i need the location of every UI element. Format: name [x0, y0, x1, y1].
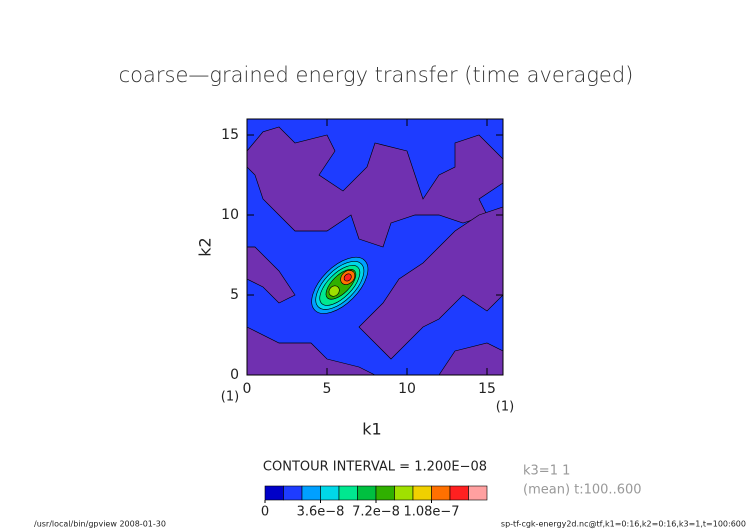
contour-region	[328, 285, 340, 297]
colorbar-box	[394, 485, 414, 501]
colorbar-box	[431, 485, 451, 501]
colorbar-box	[264, 485, 284, 501]
colorbar-box	[338, 485, 358, 501]
colorbar-tick-label: 0	[261, 505, 269, 520]
contour-interval: CONTOUR INTERVAL = 1.200E−08	[263, 460, 487, 475]
x-axis-label: k1	[362, 420, 381, 439]
x-tick-label: 10	[398, 381, 416, 397]
y-tick-label: 10	[221, 207, 239, 223]
note: (mean) t:100..600	[523, 483, 642, 498]
colorbar-box	[412, 485, 432, 501]
corner-label: (1)	[496, 400, 514, 415]
x-tick-label: 0	[243, 381, 252, 397]
contour-field	[246, 119, 504, 376]
colorbar-tick-label: 1.08e−7	[403, 505, 459, 520]
contour-region	[343, 273, 352, 282]
colorbar-tick-label: 3.6e−8	[297, 505, 345, 520]
colorbar-tick-label: 7.2e−8	[352, 505, 400, 520]
colorbar-box	[301, 485, 321, 501]
note: k3=1 1	[523, 464, 570, 479]
colorbar-box	[283, 485, 303, 501]
y-axis-label: k2	[196, 237, 215, 256]
y-tick-label: 0	[230, 367, 239, 383]
negative-regions	[246, 126, 504, 376]
x-tick-label: 15	[478, 381, 496, 397]
chart-title: coarse—grained energy transfer (time ave…	[119, 63, 634, 87]
colorbar-box	[357, 485, 377, 501]
footer-right: sp-tf-cgk-energy2d.nc@tf,k1=0:16,k2=0:16…	[501, 520, 746, 529]
footer-left: /usr/local/bin/gpview 2008-01-30	[34, 520, 166, 529]
plot-frame	[246, 118, 504, 376]
corner-label: (1)	[221, 390, 239, 405]
x-tick-label: 5	[323, 381, 332, 397]
colorbar-box	[375, 485, 395, 501]
y-tick-label: 15	[221, 127, 239, 143]
y-tick-label: 5	[230, 287, 239, 303]
colorbar-box	[320, 485, 340, 501]
colorbar-box	[449, 485, 469, 501]
colorbar-box	[468, 485, 488, 501]
